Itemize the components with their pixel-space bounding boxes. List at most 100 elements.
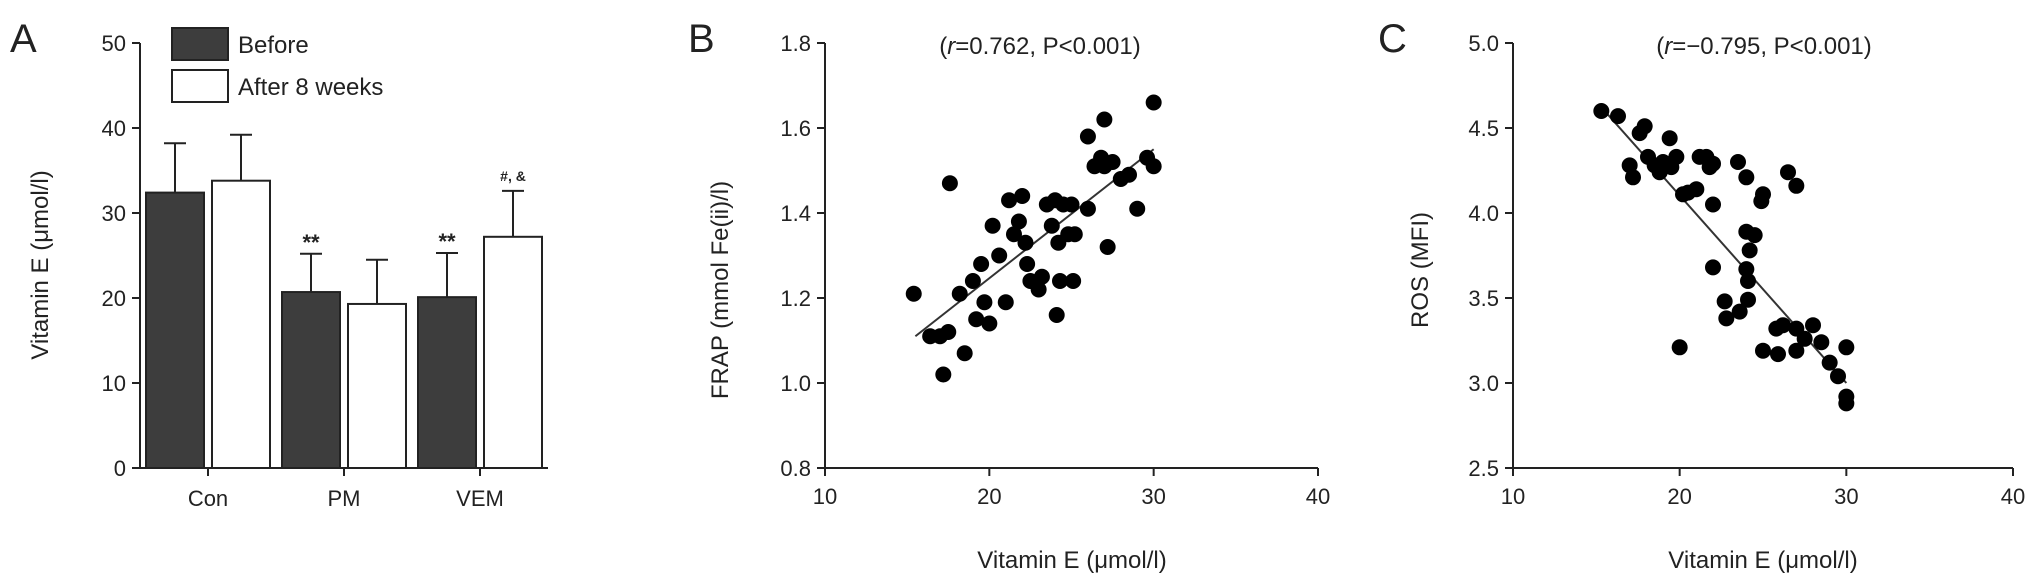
bar-after-con [211,179,271,469]
panel-letter-a: A [10,17,37,61]
panel-c-y-tick-label: 5.0 [1468,31,1499,56]
panel-b-data-point [1096,111,1113,128]
legend-swatch-after [171,69,229,103]
panel-c-data-point [1755,342,1771,359]
panel-b-x-tick-label: 30 [1141,484,1165,509]
panel-a-y-tick-label: 10 [102,371,126,396]
panel-c-data-point [1671,339,1688,356]
panel-b-data-point [1121,166,1138,183]
panel-letter-c: C [1378,17,1407,61]
panel-b-x-axis-label: Vitamin E (μmol/l) [977,547,1166,574]
panel-b-x-tick-label: 10 [813,484,837,509]
panel-b-data-point [973,256,990,272]
panel-b-data-point [1014,188,1031,204]
panel-c-data-point [1636,118,1653,135]
panel-c-data-point [1688,181,1705,198]
panel-a-y-tick-label: 30 [102,201,126,226]
panel-a-y-tick-label: 0 [114,456,126,481]
panel-c-scatter-plot: C (r=−0.795, P<0.001) Vitamin E (μmol/l)… [1378,17,2025,574]
panel-b-data-point [1019,256,1036,272]
panel-b-data-point [1043,217,1060,234]
panel-b-data-point [1048,307,1065,323]
panel-b-data-point [1129,200,1146,217]
panel-c-data-point [1730,154,1746,170]
panel-b-data-point [1099,239,1116,255]
panel-c-data-point [1593,103,1610,119]
panel-b-data-point [991,247,1008,264]
panel-b-data-point [968,311,985,328]
panel-b-data-point [935,366,952,383]
panel-c-data-point [1780,164,1796,181]
panel-b-data-point [984,217,1001,234]
panel-b-y-tick-label: 1.0 [780,371,811,396]
panel-c-y-axis-label: ROS (MFI) [1407,212,1434,328]
bar-after-pm [347,302,407,470]
panel-c-data-point [1746,227,1763,244]
panel-b-data-point [1017,234,1034,251]
panel-c-data-point [1716,293,1733,310]
panel-b-data-point [997,294,1014,311]
panel-c-y-tick-label: 4.5 [1468,116,1499,141]
panel-c-data-point [1718,310,1735,327]
bar-after-vem [483,235,543,469]
panel-c-data-point [1668,148,1685,165]
panel-b-data-point [1051,273,1068,289]
panel-c-data-point [1770,346,1786,363]
panel-c-data-point [1813,334,1830,351]
panel-c-x-tick-label: 30 [1834,484,1858,509]
panel-a-x-tick-label: PM [328,486,361,511]
panel-a-legend: Before After 8 weeks [171,27,383,103]
panel-c-data-point [1775,317,1791,334]
panel-b-scatter-plot: B (r=0.762, P<0.001) Vitamin E (μmol/l) … [688,17,1330,574]
panel-c-y-tick-label: 3.5 [1468,286,1499,311]
panel-c-data-point [1738,169,1755,186]
panel-c-data-point [1705,196,1721,213]
panel-c-data-point [1796,330,1813,347]
panel-b-y-tick-label: 0.8 [780,456,811,481]
panel-b-y-tick-label: 1.2 [780,286,811,311]
panel-b-data-point [940,324,957,340]
panel-b-data-point [956,345,973,362]
panel-b-data-point [964,273,981,289]
panel-a-y-tick-label: 20 [102,286,126,311]
panel-c-data-point [1731,303,1748,320]
panel-c-data-point [1788,177,1805,194]
bar-before-con [145,191,205,469]
panel-c-correlation-annotation: (r=−0.795, P<0.001) [1656,33,1872,60]
panel-c-data-point [1625,169,1641,186]
panel-b-data-point [1066,226,1083,243]
panel-b-data-point [1001,192,1018,209]
panel-a-bar-chart: A Vitamin E (μmol/l) Before After 8 week… [10,17,548,511]
panel-c-data-point [1830,368,1846,385]
panel-b-data-point [1033,268,1050,285]
panel-a-x-tick-label: Con [188,486,228,511]
panel-a-y-axis-label: Vitamin E (μmol/l) [27,170,54,359]
panel-b-y-tick-label: 1.6 [780,116,811,141]
panel-c-data-point [1610,108,1626,125]
panel-c-y-tick-label: 4.0 [1468,201,1499,226]
panel-b-data-point [1010,213,1027,230]
panel-b-y-tick-label: 1.8 [780,31,811,56]
panel-c-data-point [1821,354,1838,371]
panel-c-data-point [1740,273,1756,289]
panel-c-data-point [1661,130,1678,147]
legend-label-before: Before [238,32,309,59]
panel-b-data-point [1063,196,1080,213]
panel-b-data-point [981,315,998,332]
significance-mark: #, & [500,168,526,184]
bar-before-vem [417,296,477,469]
panel-b-data-point [976,294,993,311]
panel-c-data-point [1705,259,1721,276]
panel-b-correlation-annotation: (r=0.762, P<0.001) [939,33,1140,60]
panel-b-data-point [1145,94,1162,111]
panel-a-x-tick-label: VEM [456,486,504,511]
panel-c-x-tick-label: 10 [1501,484,1525,509]
panel-c-data-point [1805,317,1821,334]
bar-before-pm [281,291,341,469]
panel-c-data-point [1738,261,1755,278]
panel-c-data-point [1838,395,1855,412]
panel-b-y-tick-label: 1.4 [780,201,811,226]
panel-c-x-tick-label: 40 [2001,484,2025,509]
panel-b-x-tick-label: 40 [1306,484,1330,509]
